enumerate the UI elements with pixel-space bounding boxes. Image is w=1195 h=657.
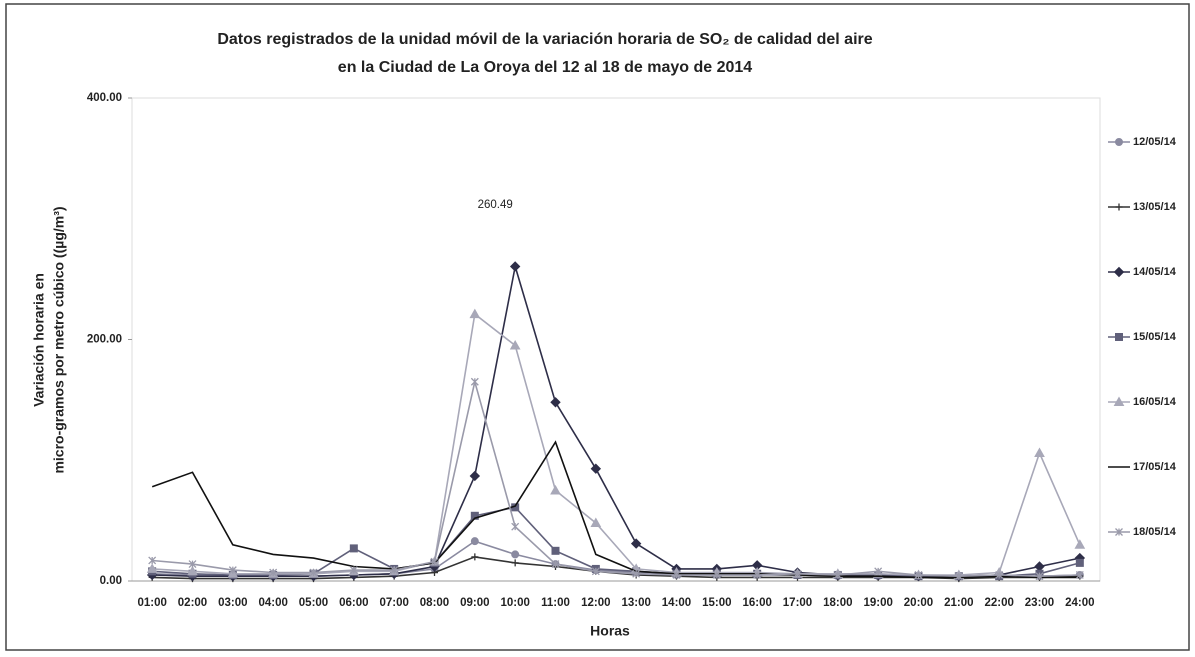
data-point — [1034, 447, 1045, 458]
data-point — [511, 559, 519, 567]
series-line — [151, 440, 1080, 579]
data-point — [188, 560, 197, 569]
data-point — [187, 565, 198, 576]
data-point — [511, 522, 520, 531]
series-line — [152, 312, 1081, 576]
legend-marker — [1115, 333, 1123, 341]
x-tick-label: 15:00 — [702, 597, 731, 609]
legend-marker — [1113, 396, 1125, 406]
data-point — [672, 571, 681, 579]
legend-label: 14/05/14 — [1133, 266, 1177, 278]
y-tick-label: 0.00 — [100, 575, 122, 587]
legend-label: 17/05/14 — [1133, 461, 1177, 473]
x-tick-label: 21:00 — [944, 597, 973, 609]
legend-label: 15/05/14 — [1133, 331, 1177, 343]
data-point — [1075, 571, 1084, 579]
x-tick-label: 01:00 — [137, 597, 166, 609]
data-point — [511, 550, 520, 559]
legend-label: 16/05/14 — [1133, 396, 1177, 408]
x-tick-label: 03:00 — [218, 597, 247, 609]
data-point — [874, 567, 883, 576]
data-point — [309, 568, 318, 577]
data-point — [509, 261, 521, 272]
data-point — [148, 556, 157, 565]
data-point — [551, 546, 560, 555]
data-point — [349, 566, 358, 575]
data-point — [146, 563, 158, 573]
legend-marker — [1115, 138, 1123, 146]
series-line — [152, 266, 1080, 577]
x-tick-label: 20:00 — [904, 597, 933, 609]
data-point — [470, 377, 479, 386]
data-point — [550, 484, 561, 495]
data-point — [469, 470, 481, 482]
x-tick-label: 08:00 — [420, 597, 449, 609]
data-point — [470, 537, 479, 546]
data-point — [954, 572, 963, 581]
x-tick-label: 05:00 — [299, 597, 328, 609]
chart-title: en la Ciudad de La Oroya del 12 al 18 de… — [338, 59, 753, 76]
y-axis-title: micro-gramos por metro cúbico ((µg/m³) — [51, 206, 67, 473]
data-point — [349, 544, 358, 553]
data-point — [390, 566, 399, 575]
x-tick-label: 04:00 — [258, 597, 287, 609]
x-tick-label: 02:00 — [178, 597, 207, 609]
x-axis-title: Horas — [590, 623, 630, 639]
legend-marker — [1115, 203, 1123, 211]
x-tick-label: 12:00 — [581, 597, 610, 609]
x-tick-label: 06:00 — [339, 597, 368, 609]
y-tick-label: 200.00 — [87, 334, 122, 346]
x-tick-label: 11:00 — [541, 597, 570, 609]
data-point — [1034, 561, 1045, 572]
x-tick-label: 23:00 — [1025, 597, 1054, 609]
data-point — [1075, 558, 1084, 567]
x-tick-label: 13:00 — [621, 597, 650, 609]
y-axis-title: Variación horaria en — [31, 273, 47, 407]
data-point — [509, 340, 521, 350]
data-point — [995, 571, 1004, 579]
data-point — [1035, 572, 1044, 581]
data-point — [630, 538, 642, 549]
data-point — [228, 566, 237, 575]
x-tick-label: 18:00 — [823, 597, 852, 609]
annotation: 260.49 — [478, 199, 513, 211]
data-point — [793, 569, 802, 578]
data-point — [590, 517, 602, 528]
x-tick-label: 07:00 — [379, 597, 408, 609]
data-point — [471, 553, 479, 561]
data-point — [833, 571, 842, 579]
legend-marker — [1115, 528, 1123, 536]
plot-area — [131, 97, 1101, 582]
x-tick-label: 19:00 — [863, 597, 892, 609]
data-point — [753, 571, 762, 579]
x-tick-label: 10:00 — [500, 597, 529, 609]
legend-marker — [1113, 266, 1125, 278]
data-point — [914, 571, 923, 579]
x-tick-label: 09:00 — [460, 597, 489, 609]
x-tick-label: 14:00 — [662, 597, 691, 609]
data-point — [591, 567, 600, 576]
data-point — [551, 560, 560, 569]
data-point — [269, 568, 278, 577]
y-tick-label: 400.00 — [87, 92, 122, 104]
legend-label: 13/05/14 — [1133, 201, 1177, 213]
data-point — [632, 569, 641, 578]
data-point — [550, 397, 561, 408]
x-tick-label: 22:00 — [984, 597, 1013, 609]
frame — [5, 3, 1190, 651]
legend-label: 18/05/14 — [1133, 526, 1177, 538]
legend-label: 12/05/14 — [1133, 136, 1177, 148]
series-line — [152, 381, 1080, 578]
x-tick-label: 24:00 — [1065, 597, 1094, 609]
series-line — [152, 506, 1081, 577]
x-tick-label: 17:00 — [783, 597, 812, 609]
data-point — [590, 463, 602, 474]
data-point — [469, 308, 481, 319]
chart-title: Datos registrados de la unidad móvil de … — [217, 31, 872, 48]
data-point — [430, 557, 439, 566]
x-tick-label: 16:00 — [742, 597, 771, 609]
data-point — [1074, 539, 1086, 549]
data-point — [712, 571, 721, 579]
